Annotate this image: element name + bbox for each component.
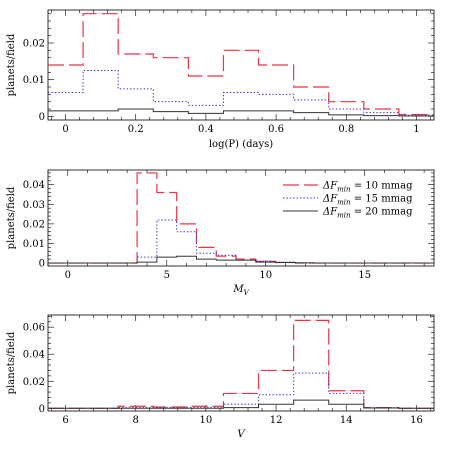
y-tick-label: 0.06 [23,323,45,334]
x-tick-label: 10 [200,415,213,426]
x-axis-label: MV [232,284,249,297]
x-tick-label: 1 [413,124,419,135]
plot-frame [47,9,435,121]
y-tick-label: 0 [39,112,45,123]
histogram-series-long-dash [48,319,434,409]
x-tick-label: 14 [340,415,353,426]
y-tick-label: 0.01 [23,239,45,250]
y-tick-label: 0.01 [23,75,45,86]
y-tick-label: 0.02 [23,377,45,388]
histogram-series-solid [48,255,434,264]
y-axis-label: planets/field [6,186,17,249]
plot-frame [47,314,435,412]
chart-panel-2: 0 5 10 15 0 0.01 0.02 0.03 0.04 MV planets/field ΔF… [6,169,435,297]
x-tick-label: 6 [62,415,68,426]
y-tick-label: 0.04 [23,350,45,361]
x-tick-label: 10 [259,270,272,281]
legend-label: ΔFmin = 15 mmag [322,194,413,207]
x-axis-label: log(P) (days) [209,139,273,150]
y-axis-label: planets/field [6,33,17,96]
x-tick-label: 0.2 [128,124,144,135]
histogram-series-solid [48,399,434,409]
x-axis-label: V [237,429,246,440]
x-tick-label: 15 [358,270,371,281]
y-tick-label: 0.03 [23,200,45,211]
x-tick-label: 5 [164,270,170,281]
histogram-series-dotted [48,219,434,264]
y-tick-label: 0 [39,259,45,270]
histogram-series-solid [48,108,434,117]
y-tick-label: 0.02 [23,219,45,230]
x-tick-label: 0.4 [198,124,214,135]
x-tick-label: 0.8 [338,124,354,135]
x-tick-label: 0 [65,270,71,281]
x-tick-label: 0 [62,124,68,135]
y-tick-label: 0.04 [23,180,45,191]
legend-label: ΔFmin = 10 mmag [322,181,413,194]
histogram-series-long-dash [48,13,434,116]
x-tick-label: 12 [270,415,283,426]
chart-panel-1: 0 0.2 0.4 0.6 0.8 1 0 0.01 0.02 log(P) (days) plan… [6,9,435,150]
y-tick-label: 0.02 [23,39,45,50]
histogram-series-dotted [48,372,434,409]
plot-frame [47,169,435,267]
x-tick-label: 8 [133,415,139,426]
x-tick-label: 0.6 [268,124,284,135]
legend-label: ΔFmin = 20 mmag [322,207,413,220]
y-axis-label: planets/field [6,331,17,394]
x-tick-label: 16 [410,415,423,426]
y-tick-label: 0 [39,404,45,415]
histogram-series-dotted [48,70,434,116]
